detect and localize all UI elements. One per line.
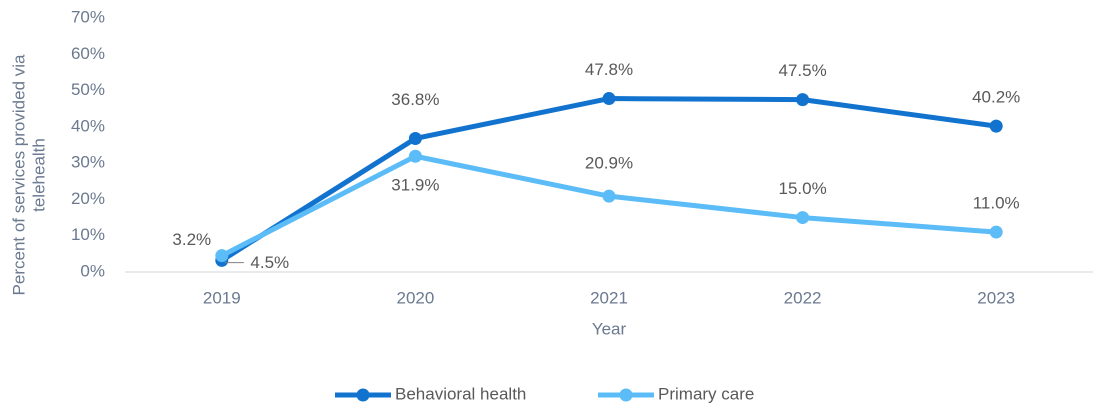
data-label: 40.2% [972, 88, 1020, 107]
legend-label: Primary care [658, 384, 754, 403]
y-tick-label: 10% [71, 225, 105, 244]
x-tick-label: 2019 [203, 288, 241, 307]
data-point [989, 119, 1003, 133]
x-tick-label: 2023 [977, 288, 1015, 307]
legend-label: Behavioral health [395, 384, 526, 403]
x-tick-label: 2022 [784, 288, 822, 307]
y-axis-title: telehealth [29, 138, 48, 212]
data-label: 15.0% [778, 179, 826, 198]
x-axis-title: Year [592, 319, 627, 338]
y-tick-label: 50% [71, 80, 105, 99]
data-point [796, 93, 810, 107]
data-point [408, 149, 422, 163]
data-point [215, 249, 229, 263]
legend-marker [356, 388, 370, 402]
series-line [220, 96, 997, 263]
data-point [989, 225, 1003, 239]
data-label: 47.8% [585, 60, 633, 79]
data-point [796, 211, 810, 225]
data-label: 31.9% [391, 176, 439, 195]
y-axis-title: Percent of services provided via [9, 54, 28, 295]
data-label: 20.9% [585, 154, 633, 173]
y-tick-label: 60% [71, 44, 105, 63]
y-tick-label: 40% [71, 116, 105, 135]
data-label: 47.5% [778, 61, 826, 80]
data-point [408, 131, 422, 145]
y-tick-label: 0% [80, 261, 105, 280]
y-tick-label: 70% [71, 7, 105, 26]
x-tick-label: 2020 [396, 288, 434, 307]
data-point [602, 92, 616, 106]
data-label: 11.0% [973, 194, 1020, 213]
data-label: 3.2% [172, 230, 211, 249]
y-tick-label: 20% [71, 189, 105, 208]
data-label: 4.5% [250, 253, 289, 272]
data-point [602, 189, 616, 203]
x-tick-label: 2021 [590, 288, 628, 307]
y-tick-label: 30% [71, 153, 105, 172]
legend-marker [619, 388, 633, 402]
data-label: 36.8% [391, 90, 439, 109]
